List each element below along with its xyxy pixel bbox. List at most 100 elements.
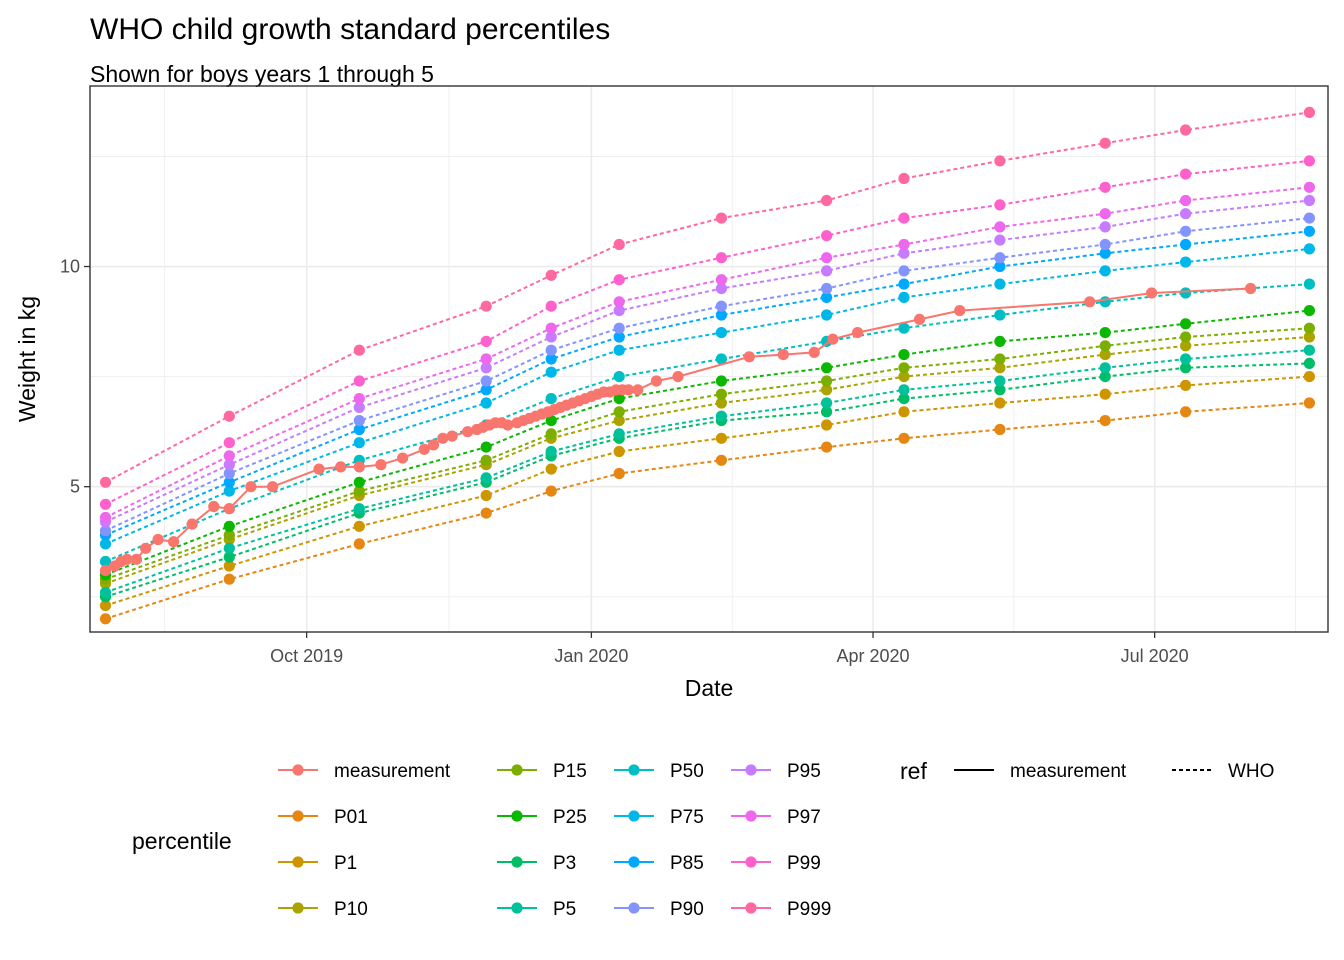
legend-key-point (511, 856, 523, 868)
data-point-P3 (223, 551, 235, 563)
legend-ref-label: measurement (1010, 761, 1127, 782)
data-point-P15 (898, 362, 910, 374)
data-point-measurement (353, 461, 365, 473)
data-point-P50 (1180, 287, 1192, 299)
data-point-P25 (353, 476, 365, 488)
data-point-P1 (1180, 379, 1192, 391)
data-point-P999 (994, 155, 1006, 167)
data-point-P5 (545, 445, 557, 458)
data-point-P85 (223, 476, 235, 488)
data-point-P25 (613, 393, 625, 405)
data-point-P5 (613, 428, 625, 440)
data-point-P10 (898, 371, 910, 383)
data-point-P90 (898, 265, 910, 277)
data-point-P97 (821, 252, 833, 264)
data-point-P97 (1303, 181, 1315, 193)
data-point-P90 (715, 300, 728, 312)
data-point-P3 (1303, 357, 1315, 369)
data-point-measurement (223, 503, 235, 515)
data-point-measurement (827, 333, 839, 345)
data-point-P999 (715, 212, 728, 224)
data-point-P50 (1303, 278, 1315, 290)
data-point-P50 (545, 393, 557, 405)
data-point-P50 (898, 322, 910, 334)
data-point-P10 (1180, 340, 1192, 352)
data-point-P01 (99, 613, 112, 625)
data-point-P01 (480, 507, 492, 519)
data-point-measurement (913, 313, 926, 325)
data-point-measurement (208, 500, 220, 513)
legend-key-point (511, 902, 523, 914)
data-point-P50 (99, 555, 112, 568)
series-P85 (99, 225, 1315, 541)
data-point-P01 (353, 538, 365, 550)
data-point-P75 (1099, 265, 1111, 277)
legend-key-point (511, 810, 523, 822)
legend-label: P90 (670, 899, 704, 920)
data-point-P75 (1303, 243, 1315, 255)
data-point-P75 (99, 538, 112, 550)
series-P01 (99, 397, 1315, 625)
data-point-P99 (898, 212, 910, 224)
series-P99 (99, 155, 1315, 510)
legend-key-point (292, 902, 304, 914)
legend-label: P3 (553, 853, 576, 874)
legend-ref-measurement: measurement (954, 761, 1127, 782)
series-P5 (99, 344, 1315, 599)
data-point-P90 (994, 252, 1006, 264)
data-point-P3 (1180, 362, 1192, 374)
data-point-P75 (898, 291, 910, 303)
data-point-P1 (223, 560, 235, 572)
data-point-P3 (994, 384, 1006, 396)
data-point-P999 (1303, 106, 1315, 118)
legend-item-P75: P75 (614, 807, 704, 828)
data-point-measurement (186, 518, 198, 530)
legend-title-ref: ref (900, 758, 927, 784)
data-point-measurement (437, 432, 449, 444)
data-point-P85 (994, 260, 1006, 273)
data-point-P85 (353, 423, 365, 436)
data-point-P999 (353, 344, 365, 356)
series-P97 (99, 181, 1315, 524)
data-point-P90 (821, 282, 833, 295)
y-tick-label: 5 (70, 477, 80, 497)
data-point-P97 (223, 450, 235, 462)
data-point-P95 (1099, 221, 1111, 233)
data-point-P90 (545, 344, 557, 356)
data-point-P75 (545, 366, 557, 378)
data-point-P15 (545, 428, 557, 440)
data-point-P01 (994, 423, 1006, 436)
data-point-P75 (613, 344, 625, 356)
axis-layer: Oct 2019 Jan 2020 Apr 2020 Jul 2020 5 10 (60, 257, 1189, 666)
data-point-P5 (1303, 344, 1315, 356)
data-point-P999 (613, 238, 625, 251)
legend-label: P75 (670, 807, 704, 828)
data-point-measurement (650, 375, 663, 387)
data-point-P01 (898, 432, 910, 444)
data-point-P01 (545, 485, 557, 497)
data-point-P5 (715, 410, 728, 422)
legend-label: P01 (334, 807, 368, 828)
data-point-P999 (821, 194, 833, 207)
data-point-measurement (168, 536, 180, 548)
data-point-P1 (545, 463, 557, 475)
data-point-measurement (245, 481, 257, 493)
data-point-P1 (613, 445, 625, 458)
data-point-P90 (1303, 212, 1315, 224)
data-point-measurement (446, 430, 458, 442)
data-point-P25 (994, 335, 1006, 347)
legend-key-point (745, 764, 757, 776)
data-point-P95 (613, 305, 625, 317)
data-point-P15 (715, 388, 728, 400)
data-point-P85 (545, 353, 557, 365)
data-point-P01 (821, 441, 833, 453)
data-point-P97 (898, 238, 910, 251)
legend-item-P10: P10 (278, 899, 368, 920)
data-point-P01 (613, 467, 625, 480)
legend-key-point (292, 764, 304, 776)
data-point-measurement (462, 426, 474, 438)
data-point-P75 (994, 278, 1006, 290)
legend-key-point (628, 810, 640, 822)
data-point-measurement (99, 564, 112, 577)
